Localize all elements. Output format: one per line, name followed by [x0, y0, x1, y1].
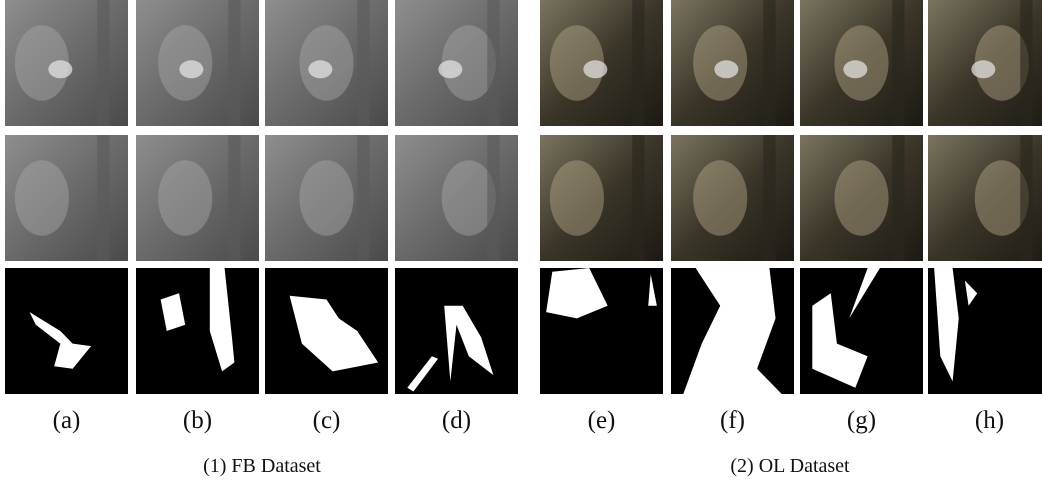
- foreign-body: [843, 60, 867, 78]
- photo-detail: [487, 0, 499, 126]
- mask-image: [265, 268, 388, 394]
- photo-detail: [1020, 0, 1032, 126]
- photo-detail: [357, 135, 369, 261]
- panel-label: (h): [975, 407, 1004, 434]
- photo-detail: [228, 135, 240, 261]
- foreign-body: [48, 60, 72, 78]
- mask-background: [395, 268, 518, 394]
- photo-detail: [357, 0, 369, 126]
- foreign-body: [438, 60, 462, 78]
- foreign-body: [308, 60, 332, 78]
- photo-detail: [693, 160, 747, 236]
- panel-label: (g): [847, 407, 876, 434]
- input-image: [395, 0, 518, 126]
- photo-detail: [763, 135, 775, 261]
- background-image: [671, 135, 794, 261]
- panel-label: (b): [183, 407, 212, 434]
- photo-detail: [97, 0, 109, 126]
- panel-label: (f): [720, 407, 745, 434]
- photo-detail: [632, 135, 644, 261]
- background-image: [5, 135, 128, 261]
- group-caption: (2) OL Dataset: [730, 455, 850, 477]
- input-image: [265, 0, 388, 126]
- mask-image: [800, 268, 923, 394]
- input-image: [136, 0, 259, 126]
- photo-detail: [550, 160, 604, 236]
- figure: (a) (b) (c) (d) (1) FB Dataset (e) (f) (g) (h) (2…: [0, 0, 1042, 482]
- mask-image: [136, 268, 259, 394]
- mask-image: [928, 268, 1042, 394]
- background-image: [928, 135, 1042, 261]
- photo-detail: [97, 135, 109, 261]
- background-image: [265, 135, 388, 261]
- group-caption: (1) FB Dataset: [203, 455, 321, 477]
- photo-detail: [299, 160, 353, 236]
- background-image: [800, 135, 923, 261]
- input-image: [800, 0, 923, 126]
- background-image: [395, 135, 518, 261]
- mask-image: [671, 268, 794, 394]
- panel-label: (c): [313, 407, 341, 434]
- foreign-body: [583, 60, 607, 78]
- background-image: [540, 135, 663, 261]
- photo-detail: [834, 160, 888, 236]
- photo-detail: [487, 135, 499, 261]
- photo-detail: [892, 0, 904, 126]
- panel-label: (a): [53, 407, 81, 434]
- panel-label: (d): [442, 407, 471, 434]
- mask-image: [5, 268, 128, 394]
- foreign-body: [714, 60, 738, 78]
- photo-detail: [158, 160, 212, 236]
- photo-detail: [228, 0, 240, 126]
- photo-detail: [892, 135, 904, 261]
- foreign-body: [179, 60, 203, 78]
- input-image: [928, 0, 1042, 126]
- background-image: [136, 135, 259, 261]
- input-image: [671, 0, 794, 126]
- mask-image: [540, 268, 663, 394]
- mask-background: [5, 268, 128, 394]
- input-image: [5, 0, 128, 126]
- photo-detail: [1020, 135, 1032, 261]
- foreign-body: [971, 60, 995, 78]
- input-image: [540, 0, 663, 126]
- photo-detail: [15, 160, 69, 236]
- mask-image: [395, 268, 518, 394]
- panel-label: (e): [588, 407, 616, 434]
- photo-detail: [763, 0, 775, 126]
- photo-detail: [632, 0, 644, 126]
- mask-background: [136, 268, 259, 394]
